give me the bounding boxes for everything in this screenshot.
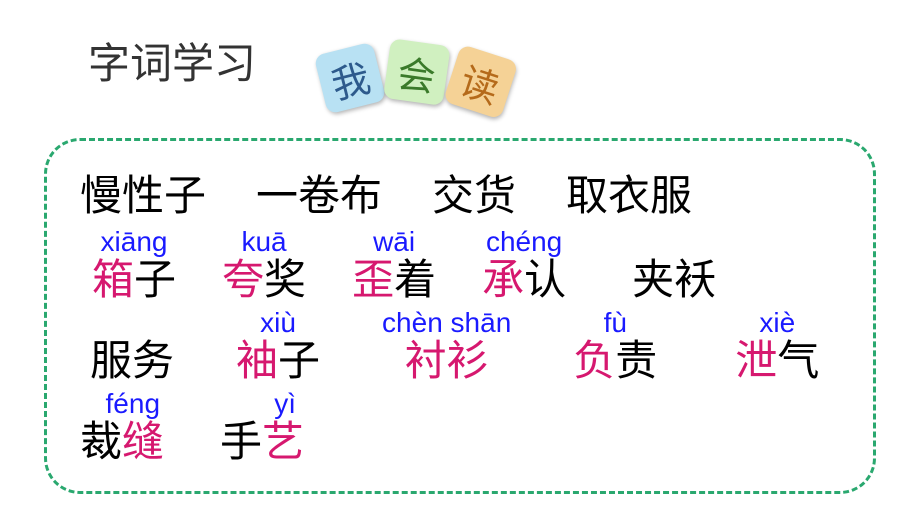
word-caifeng: féng 裁缝 xyxy=(80,389,164,466)
pinyin-cheng: chéng xyxy=(486,227,562,258)
pinyin-chenshan: chèn shān xyxy=(382,308,511,339)
word-chenshan: chèn shān 衬衫 xyxy=(382,308,511,385)
word-fuze: fù 负责 xyxy=(573,308,657,385)
pinyin-xiang: xiāng xyxy=(101,227,168,258)
banner-tile-3: 读 xyxy=(443,44,519,120)
word-kuajiang: kuā 夸奖 xyxy=(222,227,306,304)
pinyin-kua: kuā xyxy=(241,227,286,258)
vocab-content: 慢性子 一卷布 交货 取衣服 xiāng 箱子 kuā 夸奖 wāi 歪着 ch… xyxy=(60,150,860,466)
banner-tile-1: 我 xyxy=(314,42,387,115)
banner-tile-2: 会 xyxy=(383,38,451,106)
word-yijuanbu: 一卷布 xyxy=(256,162,382,223)
word-waizhe: wāi 歪着 xyxy=(352,227,436,304)
pinyin-xie: xiè xyxy=(759,308,795,339)
word-manxingzi: 慢性子 xyxy=(80,162,206,223)
row-3: x 服务 xiù 袖子 chèn shān 衬衫 fù 负责 xiè 泄气 xyxy=(60,308,860,385)
word-quyifu: 取衣服 xyxy=(566,162,692,223)
word-jiaohuo: 交货 xyxy=(432,162,516,223)
word-xieqi: xiè 泄气 xyxy=(735,308,819,385)
row-1: 慢性子 一卷布 交货 取衣服 xyxy=(60,162,860,223)
word-jiaao: x 夹袄 xyxy=(632,227,716,304)
row-2: xiāng 箱子 kuā 夸奖 wāi 歪着 chéng 承认 x 夹袄 xyxy=(60,227,860,304)
word-shouyi: yì 手艺 xyxy=(220,389,304,466)
word-xiuzi: xiù 袖子 xyxy=(236,308,320,385)
banner: 我 会 读 xyxy=(320,48,512,108)
word-chengren: chéng 承认 xyxy=(482,227,566,304)
pinyin-wai: wāi xyxy=(373,227,415,258)
word-xiangzi: xiāng 箱子 xyxy=(92,227,176,304)
page-title: 字词学习 xyxy=(88,30,256,91)
word-fuwu: x 服务 xyxy=(90,308,174,385)
pinyin-yi: yì xyxy=(274,389,304,420)
row-4: féng 裁缝 yì 手艺 xyxy=(60,389,860,466)
pinyin-feng: féng xyxy=(106,389,165,420)
pinyin-xiu: xiù xyxy=(260,308,296,339)
pinyin-fu: fù xyxy=(604,308,627,339)
